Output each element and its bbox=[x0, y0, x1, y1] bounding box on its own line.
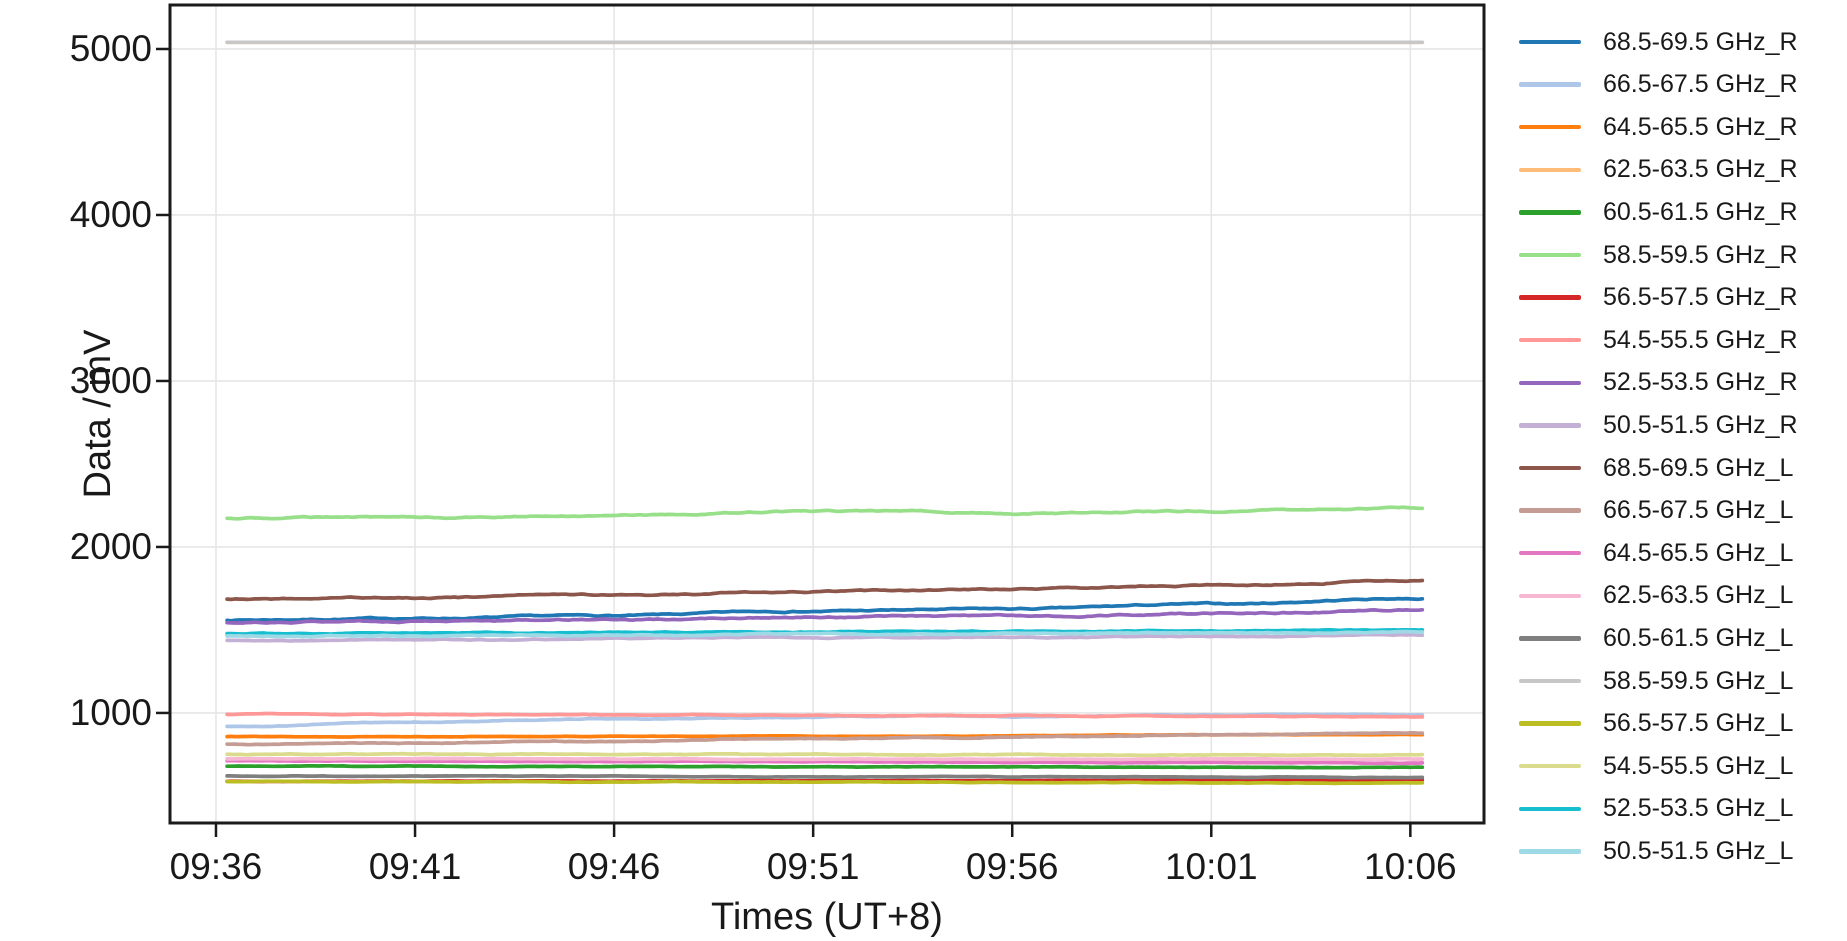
x-tick-label: 10:01 bbox=[1164, 846, 1258, 887]
legend-item: 52.5-53.5 GHz_L bbox=[1512, 791, 1793, 827]
y-tick-label: 3000 bbox=[69, 359, 152, 401]
plot-border bbox=[168, 3, 1486, 825]
series-line bbox=[225, 751, 1425, 758]
legend-swatch-icon bbox=[1519, 124, 1581, 130]
legend-swatch-icon bbox=[1519, 210, 1581, 215]
y-axis-title: Data / mV bbox=[76, 329, 119, 499]
legend-swatch-icon bbox=[1519, 636, 1581, 641]
series-line bbox=[225, 607, 1425, 625]
legend-item: 56.5-57.5 GHz_L bbox=[1512, 706, 1793, 742]
series-line bbox=[225, 779, 1425, 786]
legend-swatch-icon bbox=[1519, 39, 1581, 45]
legend-item: 68.5-69.5 GHz_L bbox=[1512, 450, 1793, 486]
legend-item: 50.5-51.5 GHz_R bbox=[1512, 407, 1798, 443]
legend-item-label: 50.5-51.5 GHz_L bbox=[1603, 836, 1794, 865]
x-tick-label: 09:36 bbox=[169, 846, 263, 887]
legend-item: 66.5-67.5 GHz_L bbox=[1512, 493, 1793, 529]
legend-item: 58.5-59.5 GHz_L bbox=[1512, 663, 1793, 699]
legend-swatch-icon bbox=[1519, 337, 1581, 343]
series-line bbox=[225, 763, 1425, 770]
legend-item-label: 66.5-67.5 GHz_L bbox=[1603, 496, 1794, 525]
legend-item-label: 60.5-61.5 GHz_L bbox=[1603, 623, 1794, 652]
legend-item: 62.5-63.5 GHz_L bbox=[1512, 578, 1793, 614]
legend-swatch-icon bbox=[1519, 721, 1581, 726]
legend-item-label: 50.5-51.5 GHz_R bbox=[1603, 410, 1798, 439]
series-line bbox=[225, 596, 1425, 623]
series-line bbox=[225, 578, 1425, 602]
x-tick-label: 09:56 bbox=[965, 846, 1059, 887]
x-tick-label: 10:06 bbox=[1364, 846, 1457, 887]
legend-swatch-icon bbox=[1519, 423, 1581, 428]
legend-item: 64.5-65.5 GHz_L bbox=[1512, 535, 1793, 571]
legend-item-label: 56.5-57.5 GHz_L bbox=[1603, 709, 1794, 738]
legend-item: 58.5-59.5 GHz_R bbox=[1512, 237, 1798, 273]
legend-swatch-icon bbox=[1519, 380, 1581, 386]
legend-swatch-icon bbox=[1519, 550, 1581, 556]
x-axis-title: Times (UT+8) bbox=[711, 896, 943, 938]
legend-item-label: 56.5-57.5 GHz_R bbox=[1603, 283, 1798, 312]
series-line bbox=[225, 505, 1425, 521]
legend-item-label: 64.5-65.5 GHz_R bbox=[1603, 112, 1798, 141]
series-line bbox=[225, 773, 1425, 780]
legend-item-label: 58.5-59.5 GHz_L bbox=[1603, 666, 1794, 695]
legend-swatch-icon bbox=[1519, 806, 1581, 812]
legend-swatch-icon bbox=[1519, 465, 1581, 471]
series-line bbox=[225, 632, 1425, 643]
legend-item-label: 54.5-55.5 GHz_L bbox=[1603, 751, 1794, 780]
x-tick-label: 09:41 bbox=[368, 846, 462, 887]
legend-item: 60.5-61.5 GHz_L bbox=[1512, 620, 1793, 656]
y-tick-label: 2000 bbox=[69, 525, 152, 567]
y-tick-label: 1000 bbox=[69, 691, 152, 733]
legend-item-label: 64.5-65.5 GHz_L bbox=[1603, 538, 1794, 567]
y-tick-label: 4000 bbox=[69, 193, 152, 235]
legend-item-label: 62.5-63.5 GHz_R bbox=[1603, 155, 1798, 184]
legend-swatch-icon bbox=[1519, 295, 1581, 300]
legend-item-label: 60.5-61.5 GHz_R bbox=[1603, 197, 1798, 226]
series-line bbox=[225, 758, 1425, 766]
y-tick-label: 5000 bbox=[69, 27, 152, 69]
legend-item-label: 62.5-63.5 GHz_L bbox=[1603, 581, 1794, 610]
legend-item: 62.5-63.5 GHz_R bbox=[1512, 152, 1798, 188]
legend-item: 56.5-57.5 GHz_R bbox=[1512, 280, 1798, 316]
legend-item-label: 58.5-59.5 GHz_R bbox=[1603, 240, 1798, 269]
legend-item-label: 52.5-53.5 GHz_R bbox=[1603, 368, 1798, 397]
legend-item-label: 68.5-69.5 GHz_R bbox=[1603, 27, 1798, 56]
series-line bbox=[225, 629, 1425, 639]
legend-item-label: 68.5-69.5 GHz_L bbox=[1603, 453, 1794, 482]
legend-swatch-icon bbox=[1519, 849, 1581, 854]
legend-item-label: 54.5-55.5 GHz_R bbox=[1603, 325, 1798, 354]
legend-item: 64.5-65.5 GHz_R bbox=[1512, 109, 1798, 145]
legend-swatch-icon bbox=[1519, 593, 1581, 599]
series-line bbox=[225, 730, 1425, 747]
legend-item: 54.5-55.5 GHz_R bbox=[1512, 322, 1798, 358]
legend-item: 50.5-51.5 GHz_L bbox=[1512, 833, 1793, 869]
legend-swatch-icon bbox=[1519, 252, 1581, 258]
legend-item-label: 52.5-53.5 GHz_L bbox=[1603, 794, 1794, 823]
legend-item: 60.5-61.5 GHz_R bbox=[1512, 194, 1798, 230]
legend-item: 68.5-69.5 GHz_R bbox=[1512, 24, 1798, 60]
legend-swatch-icon bbox=[1519, 167, 1581, 173]
legend-item: 52.5-53.5 GHz_R bbox=[1512, 365, 1798, 401]
x-tick-label: 09:51 bbox=[766, 846, 860, 887]
legend-item: 54.5-55.5 GHz_L bbox=[1512, 748, 1793, 784]
legend-swatch-icon bbox=[1519, 508, 1581, 513]
legend-item: 66.5-67.5 GHz_R bbox=[1512, 67, 1798, 103]
legend-item-label: 66.5-67.5 GHz_R bbox=[1603, 70, 1798, 99]
series-line bbox=[225, 711, 1425, 719]
legend-swatch-icon bbox=[1519, 82, 1581, 87]
legend-swatch-icon bbox=[1519, 763, 1581, 769]
legend-swatch-icon bbox=[1519, 678, 1581, 684]
series-line bbox=[225, 756, 1425, 762]
x-tick-label: 09:46 bbox=[567, 846, 661, 887]
